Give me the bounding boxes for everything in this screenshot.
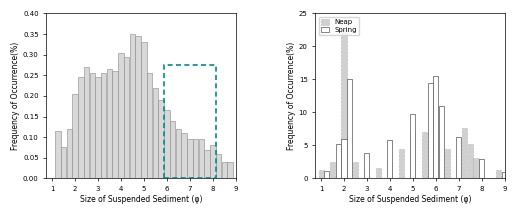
Bar [72, 94, 78, 178]
Bar [112, 71, 118, 178]
Bar [399, 149, 404, 178]
Bar [433, 76, 438, 178]
Bar [164, 65, 216, 178]
Y-axis label: Frequency of Occurrence(%): Frequency of Occurrence(%) [11, 42, 20, 150]
Bar [427, 83, 433, 178]
Bar [199, 139, 204, 178]
Bar [227, 162, 233, 178]
Bar [324, 171, 329, 178]
Bar [147, 73, 152, 178]
Bar [496, 170, 502, 178]
Bar [118, 53, 124, 178]
Bar [341, 30, 347, 178]
Bar [141, 42, 147, 178]
Bar [318, 170, 323, 178]
Bar [468, 144, 473, 178]
Bar [204, 150, 210, 178]
Bar [152, 88, 158, 178]
Bar [55, 131, 61, 178]
Bar [330, 162, 335, 178]
Bar [176, 129, 181, 178]
Bar [365, 169, 369, 178]
Bar [422, 132, 427, 178]
Bar [193, 139, 198, 178]
Bar [473, 158, 478, 178]
Bar [462, 128, 467, 178]
Bar [221, 162, 227, 178]
Bar [61, 147, 66, 178]
Bar [410, 131, 416, 178]
Bar [78, 77, 83, 178]
Bar [336, 144, 341, 178]
Bar [84, 67, 89, 178]
Bar [95, 77, 101, 178]
Bar [347, 79, 352, 178]
Bar [410, 114, 416, 178]
Bar [387, 140, 392, 178]
Bar [387, 162, 392, 178]
Bar [181, 133, 187, 178]
Bar [130, 34, 135, 178]
Bar [456, 137, 461, 178]
Bar [445, 149, 450, 178]
Bar [433, 106, 438, 178]
X-axis label: Size of Suspended Sediment (φ): Size of Suspended Sediment (φ) [80, 195, 202, 204]
Bar [90, 73, 95, 178]
Bar [164, 110, 169, 178]
Bar [216, 154, 221, 178]
Bar [439, 106, 444, 178]
Bar [101, 73, 107, 178]
Bar [376, 169, 381, 178]
Bar [124, 57, 129, 178]
Bar [107, 69, 112, 178]
Bar [353, 162, 358, 178]
Bar [502, 172, 507, 178]
Bar [159, 100, 164, 178]
Bar [135, 36, 141, 178]
Bar [170, 121, 176, 178]
Legend: Neap, Spring: Neap, Spring [319, 17, 359, 35]
Bar [187, 139, 193, 178]
Bar [210, 145, 216, 178]
Bar [479, 159, 484, 178]
Y-axis label: Frequency of Occurrence(%): Frequency of Occurrence(%) [287, 42, 296, 150]
Bar [341, 139, 347, 178]
Bar [66, 129, 72, 178]
X-axis label: Size of Suspended Sediment (φ): Size of Suspended Sediment (φ) [349, 195, 471, 204]
Bar [365, 153, 369, 178]
